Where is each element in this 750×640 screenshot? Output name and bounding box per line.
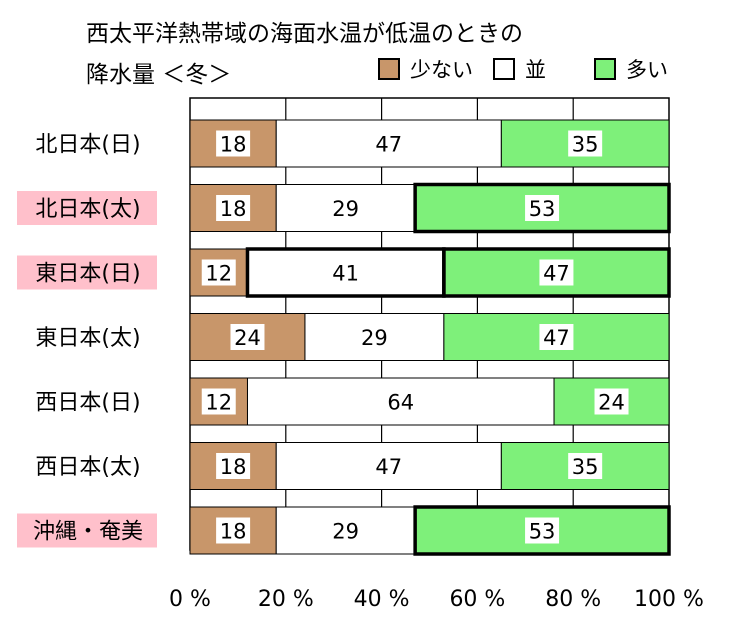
data-label: 47 <box>375 133 402 157</box>
data-label: 12 <box>205 262 232 286</box>
legend-item-normal: 並 <box>493 57 546 82</box>
data-label-bg <box>328 195 363 221</box>
data-label-bg <box>216 195 251 221</box>
x-tick-label: 100 % <box>634 587 704 612</box>
x-tick-label: 0 % <box>169 587 211 612</box>
data-label-bg <box>328 259 363 286</box>
category-label: 東日本(太) <box>35 326 140 351</box>
data-label-bg <box>568 130 603 157</box>
legend-label-many: 多い <box>626 58 668 82</box>
data-label-bg <box>383 388 418 415</box>
category-label: 沖縄・奄美 <box>33 520 143 545</box>
bar-emphasis-outline <box>442 247 671 298</box>
category-highlight <box>17 255 157 290</box>
data-label-bg <box>216 517 251 544</box>
data-label: 24 <box>598 391 625 415</box>
data-label-bg <box>371 130 406 157</box>
legend-item-many: 多い <box>594 57 668 82</box>
data-label-bg <box>230 324 265 350</box>
legend-swatch-many <box>594 58 616 80</box>
bar-segment <box>553 377 670 426</box>
data-label-bg <box>539 324 574 350</box>
legend-label-few: 少ない <box>410 58 473 82</box>
category-label: 北日本(日) <box>35 133 140 158</box>
data-label: 18 <box>220 197 247 221</box>
data-label-bg <box>568 453 603 479</box>
category-highlight <box>17 191 157 225</box>
data-label-bg <box>216 453 251 479</box>
x-tick-label: 20 % <box>258 587 314 612</box>
bar-segment <box>189 442 277 490</box>
data-label-bg <box>216 130 251 157</box>
bar-emphasis-outline <box>413 182 671 234</box>
category-label: 西日本(太) <box>35 455 140 480</box>
data-label: 53 <box>529 197 556 221</box>
data-label: 24 <box>234 326 261 350</box>
x-tick-label: 80 % <box>545 587 601 612</box>
data-label: 35 <box>572 133 599 157</box>
data-label: 29 <box>332 520 359 544</box>
bar-segment <box>500 119 670 168</box>
data-label-bg <box>328 517 363 544</box>
data-label: 47 <box>543 326 570 350</box>
data-label-bg <box>201 388 236 415</box>
bar-emphasis-outline <box>413 505 671 556</box>
legend-item-few: 少ない <box>378 57 473 82</box>
data-label-bg <box>594 388 629 415</box>
data-label: 12 <box>205 391 232 415</box>
data-label: 47 <box>375 455 402 479</box>
x-tick-label: 60 % <box>449 587 505 612</box>
data-label: 29 <box>332 197 359 221</box>
category-label: 東日本(日) <box>35 262 140 287</box>
legend-swatch-few <box>378 58 400 80</box>
data-label: 18 <box>220 455 247 479</box>
data-label: 47 <box>543 262 570 286</box>
category-label: 西日本(日) <box>35 391 140 416</box>
category-highlight <box>17 513 157 548</box>
data-label-bg <box>539 259 574 286</box>
legend-label-normal: 並 <box>525 58 546 82</box>
x-tick-label: 40 % <box>354 587 410 612</box>
data-label-bg <box>357 324 392 350</box>
chart-title: 西太平洋熱帯域の海面水温が低温のときの <box>86 21 523 47</box>
data-label-bg <box>201 259 236 286</box>
legend-swatch-normal <box>493 58 515 80</box>
data-label: 64 <box>387 391 414 415</box>
data-label: 29 <box>361 326 388 350</box>
data-label-bg <box>371 453 406 479</box>
category-label: 北日本(太) <box>35 197 140 222</box>
data-label-bg <box>525 517 560 544</box>
data-label: 35 <box>572 455 599 479</box>
chart-subtitle: 降水量 ＜冬＞ <box>86 62 232 88</box>
data-label: 53 <box>529 520 556 544</box>
data-label: 18 <box>220 520 247 544</box>
data-label: 18 <box>220 133 247 157</box>
data-label: 41 <box>332 262 359 286</box>
data-label-bg <box>525 195 560 221</box>
